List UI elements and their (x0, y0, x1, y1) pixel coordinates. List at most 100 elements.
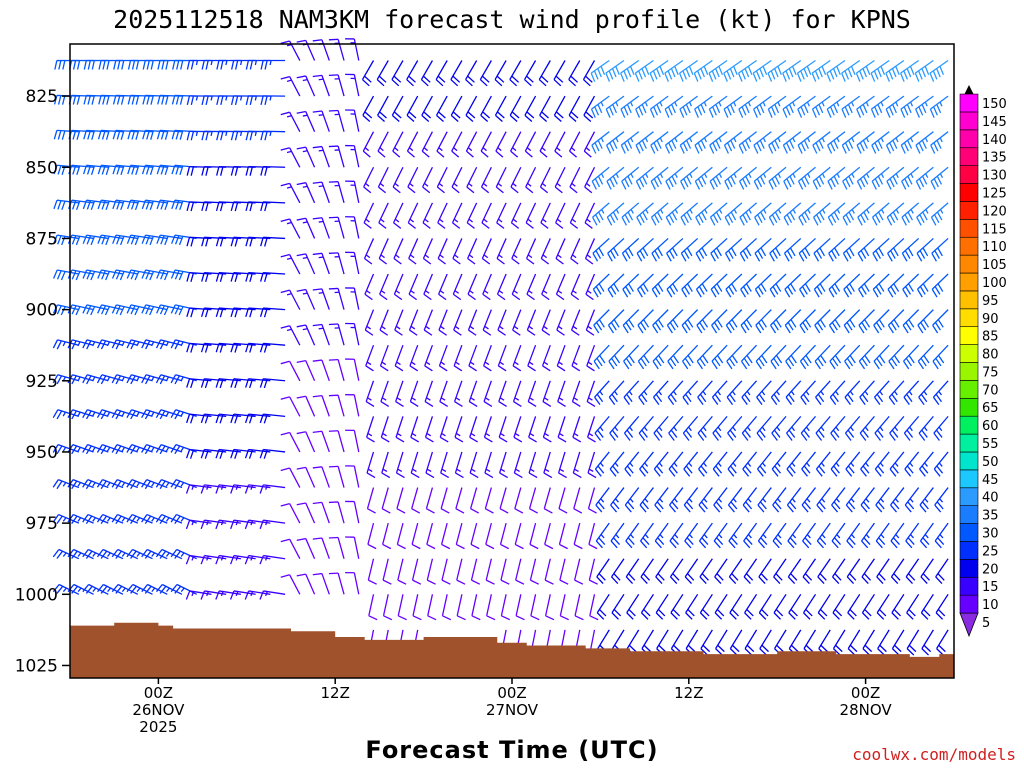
wind-barb (570, 238, 581, 265)
wind-barb (591, 166, 610, 190)
wind-barb (280, 182, 301, 204)
wind-barb (758, 558, 772, 585)
wind-barb (391, 60, 404, 87)
wind-barb (52, 339, 79, 350)
colorbar-swatch (959, 129, 979, 149)
wind-barb (782, 95, 802, 118)
y-tick-label: 875 (26, 229, 58, 249)
wind-barb (526, 309, 537, 336)
wind-barb (312, 430, 330, 453)
wind-barb (758, 593, 772, 620)
wind-barb (886, 202, 905, 226)
wind-barb (480, 131, 492, 158)
wind-barb (363, 238, 375, 265)
wind-barb (483, 380, 493, 407)
wind-barb (709, 202, 728, 226)
wind-barb (872, 273, 890, 298)
wind-barb (831, 522, 846, 549)
wind-barb (362, 95, 375, 122)
wind-barb (935, 558, 949, 585)
wind-barb (904, 451, 920, 477)
wind-barb (902, 309, 920, 334)
wind-barb (903, 344, 920, 370)
wind-barb (827, 166, 846, 190)
wind-barb (742, 487, 758, 513)
wind-barb (709, 131, 728, 154)
wind-barb (592, 237, 610, 262)
wind-barb (755, 344, 772, 370)
wind-barb (407, 202, 419, 229)
wind-barb (539, 95, 551, 122)
wind-barb (741, 380, 758, 406)
wind-barb (871, 131, 890, 154)
wind-barb (481, 202, 492, 229)
wind-barb (453, 344, 463, 372)
wind-barb (544, 594, 555, 621)
wind-barb (935, 593, 949, 620)
wind-barb (539, 166, 551, 194)
wind-barb (528, 416, 537, 443)
wind-barb (611, 558, 625, 585)
wind-barb (801, 451, 817, 477)
wind-barb (52, 374, 80, 385)
wind-barb (328, 252, 345, 275)
wind-barb (585, 309, 596, 336)
wind-barb (621, 166, 640, 190)
wind-barb (216, 95, 241, 106)
y-tick-label: 925 (26, 372, 58, 392)
wind-barb (757, 451, 772, 477)
colorbar-swatch (959, 147, 979, 166)
wind-barb (427, 594, 437, 621)
wind-barb (280, 538, 301, 560)
wind-barb (155, 583, 183, 595)
wind-barb (296, 395, 316, 417)
wind-barb (610, 522, 625, 549)
wind-barb (844, 380, 861, 406)
wind-barb (455, 487, 465, 514)
wind-barb (280, 111, 301, 132)
colorbar-swatch (959, 380, 979, 399)
wind-barb (469, 451, 479, 479)
wind-barb (680, 202, 699, 226)
wind-barb (757, 487, 772, 513)
wind-barb (259, 413, 286, 424)
wind-barb (141, 548, 168, 560)
wind-barb (469, 487, 480, 514)
colorbar-label: 95 (982, 294, 999, 309)
wind-barb (723, 131, 743, 154)
wind-barb (406, 60, 419, 87)
wind-barb (451, 166, 463, 194)
wind-barb (857, 202, 875, 226)
wind-barb (694, 131, 713, 154)
wind-barb (379, 344, 389, 372)
wind-barb (609, 415, 625, 441)
wind-barb (409, 344, 419, 372)
wind-barb (365, 416, 375, 443)
wind-barb (98, 94, 124, 105)
wind-barb (665, 166, 684, 190)
wind-barb (782, 59, 802, 82)
wind-barb (696, 309, 713, 334)
wind-barb (759, 629, 772, 656)
wind-barb (606, 202, 625, 226)
wind-barb (539, 131, 551, 158)
colorbar-bottom-arrow (959, 612, 979, 638)
wind-barb (280, 289, 301, 310)
wind-barb (832, 558, 846, 585)
wind-barb (891, 593, 905, 620)
wind-barb (773, 593, 787, 620)
wind-barb (382, 558, 392, 585)
wind-barb (768, 202, 787, 226)
wind-barb (798, 237, 816, 262)
colorbar-label: 100 (982, 276, 1007, 291)
wind-barb (328, 181, 345, 204)
wind-barb (52, 478, 80, 490)
colorbar-label: 55 (982, 437, 999, 452)
wind-barb (111, 478, 139, 490)
wind-barb (669, 558, 684, 585)
wind-barb (328, 501, 345, 524)
credit-link[interactable]: coolwx.com/models (852, 745, 1016, 764)
wind-barb (890, 487, 905, 513)
wind-barb (609, 451, 625, 477)
wind-barb (873, 309, 890, 334)
